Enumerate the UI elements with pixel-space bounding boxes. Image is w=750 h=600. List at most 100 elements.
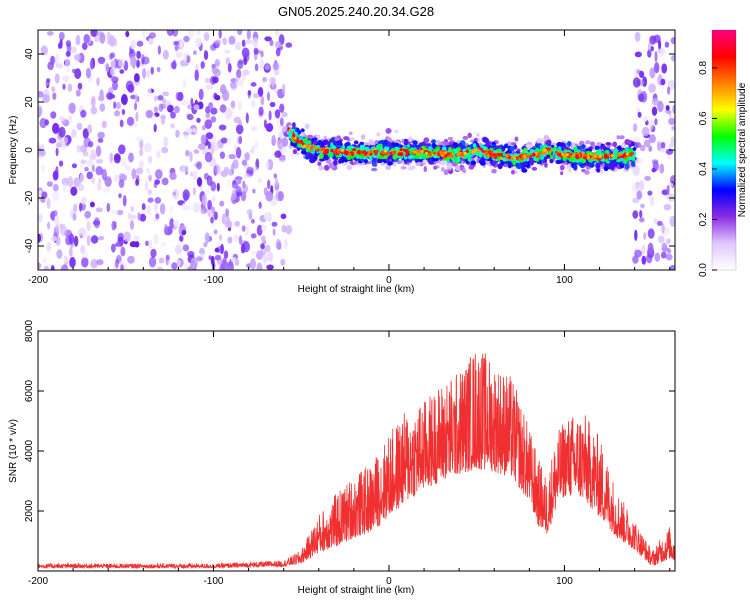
spectrogram-cell: [399, 152, 404, 157]
spectrogram-cell: [105, 64, 110, 73]
spectrogram-cell: [260, 243, 265, 250]
spectrogram-cell: [581, 144, 586, 150]
spectrogram-cell: [203, 32, 210, 42]
spectrogram-cell: [188, 266, 192, 270]
spectrogram-cell: [300, 128, 305, 133]
spectrogram-cell: [125, 30, 130, 38]
spectrogram-cell: [619, 163, 625, 169]
spectrogram-cell: [258, 106, 264, 116]
spectrogram-cell: [85, 67, 91, 79]
spectrogram-cell: [237, 178, 242, 185]
spectrogram-cell: [219, 200, 225, 207]
spectrogram-cell: [609, 164, 615, 171]
spectrogram-cell: [313, 155, 318, 161]
spectrogram-cell: [163, 136, 169, 147]
spectrogram-cell: [55, 147, 59, 157]
spectrogram-cell: [619, 153, 623, 156]
spectrogram-cell: [196, 117, 201, 123]
spectrogram-cell: [666, 238, 671, 245]
spectrogram-cell: [624, 139, 631, 145]
spectrogram-cell: [275, 239, 282, 250]
spectrogram-cell: [198, 143, 206, 151]
spectrogram-cell: [428, 152, 432, 157]
spectrogram-cell: [210, 116, 217, 123]
spectrogram-cell: [75, 34, 81, 46]
spectrogram-cell: [128, 152, 134, 163]
spectrogram-cell: [113, 154, 121, 164]
spectrogram-cell: [555, 159, 561, 165]
colorbar: 0.0 0.2 0.4 0.6 0.8 Normalized spectral ampl…: [698, 29, 748, 277]
spectrogram-cell: [292, 133, 296, 138]
spectrogram-cell: [91, 149, 97, 158]
spectrogram-cell: [196, 177, 203, 187]
spectrogram-cell: [400, 166, 407, 170]
spectrogram-cell: [448, 147, 452, 151]
spectrogram-cell: [261, 225, 267, 232]
spectrogram-cell: [504, 143, 509, 149]
spectrogram-cell: [546, 139, 552, 146]
snr-series-line: [38, 353, 675, 570]
spectrogram-cell: [127, 255, 135, 264]
spectrogram-cell: [371, 167, 378, 172]
spectrogram-cell: [113, 38, 117, 47]
spectrogram-cell: [462, 168, 467, 174]
spectrogram-cell: [432, 151, 437, 155]
spectrogram-cell: [198, 88, 204, 101]
spectrogram-cell: [381, 154, 385, 157]
spectrogram-cell: [118, 193, 122, 199]
spectrogram-cell: [193, 149, 200, 154]
spectrogram-cell: [46, 78, 51, 83]
spectrogram-cell: [264, 36, 272, 42]
spectrogram-cell: [412, 140, 418, 146]
spectrogram-cell: [158, 103, 164, 112]
spectrogram-cell: [433, 154, 438, 159]
spectrogram-cell: [252, 188, 256, 194]
spectrogram-cell: [95, 145, 102, 157]
spectrogram-cell: [227, 179, 231, 189]
spectrogram-cell: [203, 50, 209, 61]
spectrogram-cell: [428, 159, 435, 165]
spectrogram-cell: [333, 159, 338, 166]
spectrogram-cell: [101, 168, 108, 181]
spectrogram-cell: [544, 162, 548, 168]
spectrogram-cell: [207, 212, 214, 218]
spectrogram-cell: [484, 137, 489, 144]
spectrogram-cell: [169, 205, 173, 214]
spectrogram-cell: [113, 101, 117, 109]
spectrogram-cell: [79, 173, 84, 183]
spectrogram-cell: [127, 84, 135, 93]
colorbar-label: Normalized spectral amplitude: [737, 82, 748, 217]
spectrogram-cell: [120, 263, 124, 270]
spectrogram-cell: [616, 135, 621, 140]
spectrogram-cell: [192, 202, 200, 213]
spectrogram-cell: [187, 104, 192, 110]
spectrogram-cell: [285, 42, 293, 48]
spectrogram-cell: [447, 136, 454, 141]
snr-x-tick-label: 100: [556, 576, 573, 587]
spectrogram-cell: [241, 225, 246, 232]
spectrogram-cell: [596, 155, 600, 159]
spectrogram-cell: [179, 235, 184, 242]
spectrogram-cell: [343, 136, 350, 141]
spectrogram-cell: [38, 91, 44, 98]
spectrogram-cell: [648, 134, 656, 144]
spectrogram-cell: [537, 152, 542, 156]
spectrogram-cell: [385, 127, 392, 134]
spectrogram-cell: [250, 258, 256, 270]
spectrogram-cell: [381, 150, 385, 154]
spectrogram-cell: [241, 69, 246, 81]
spectrogram-cell: [170, 111, 176, 119]
colorbar-tick-label: 0.2: [698, 212, 709, 226]
spectrogram-cell: [210, 107, 218, 115]
spectrogram-cell: [109, 53, 114, 60]
spectrogram-cell: [77, 82, 83, 90]
spectrogram-cell: [462, 135, 469, 140]
spectrogram-cell: [442, 155, 446, 159]
spectrogram-cell: [456, 158, 461, 163]
spectrogram-cell: [54, 73, 60, 84]
spectrogram-cell: [364, 142, 370, 146]
spectrogram-cell: [150, 248, 157, 258]
